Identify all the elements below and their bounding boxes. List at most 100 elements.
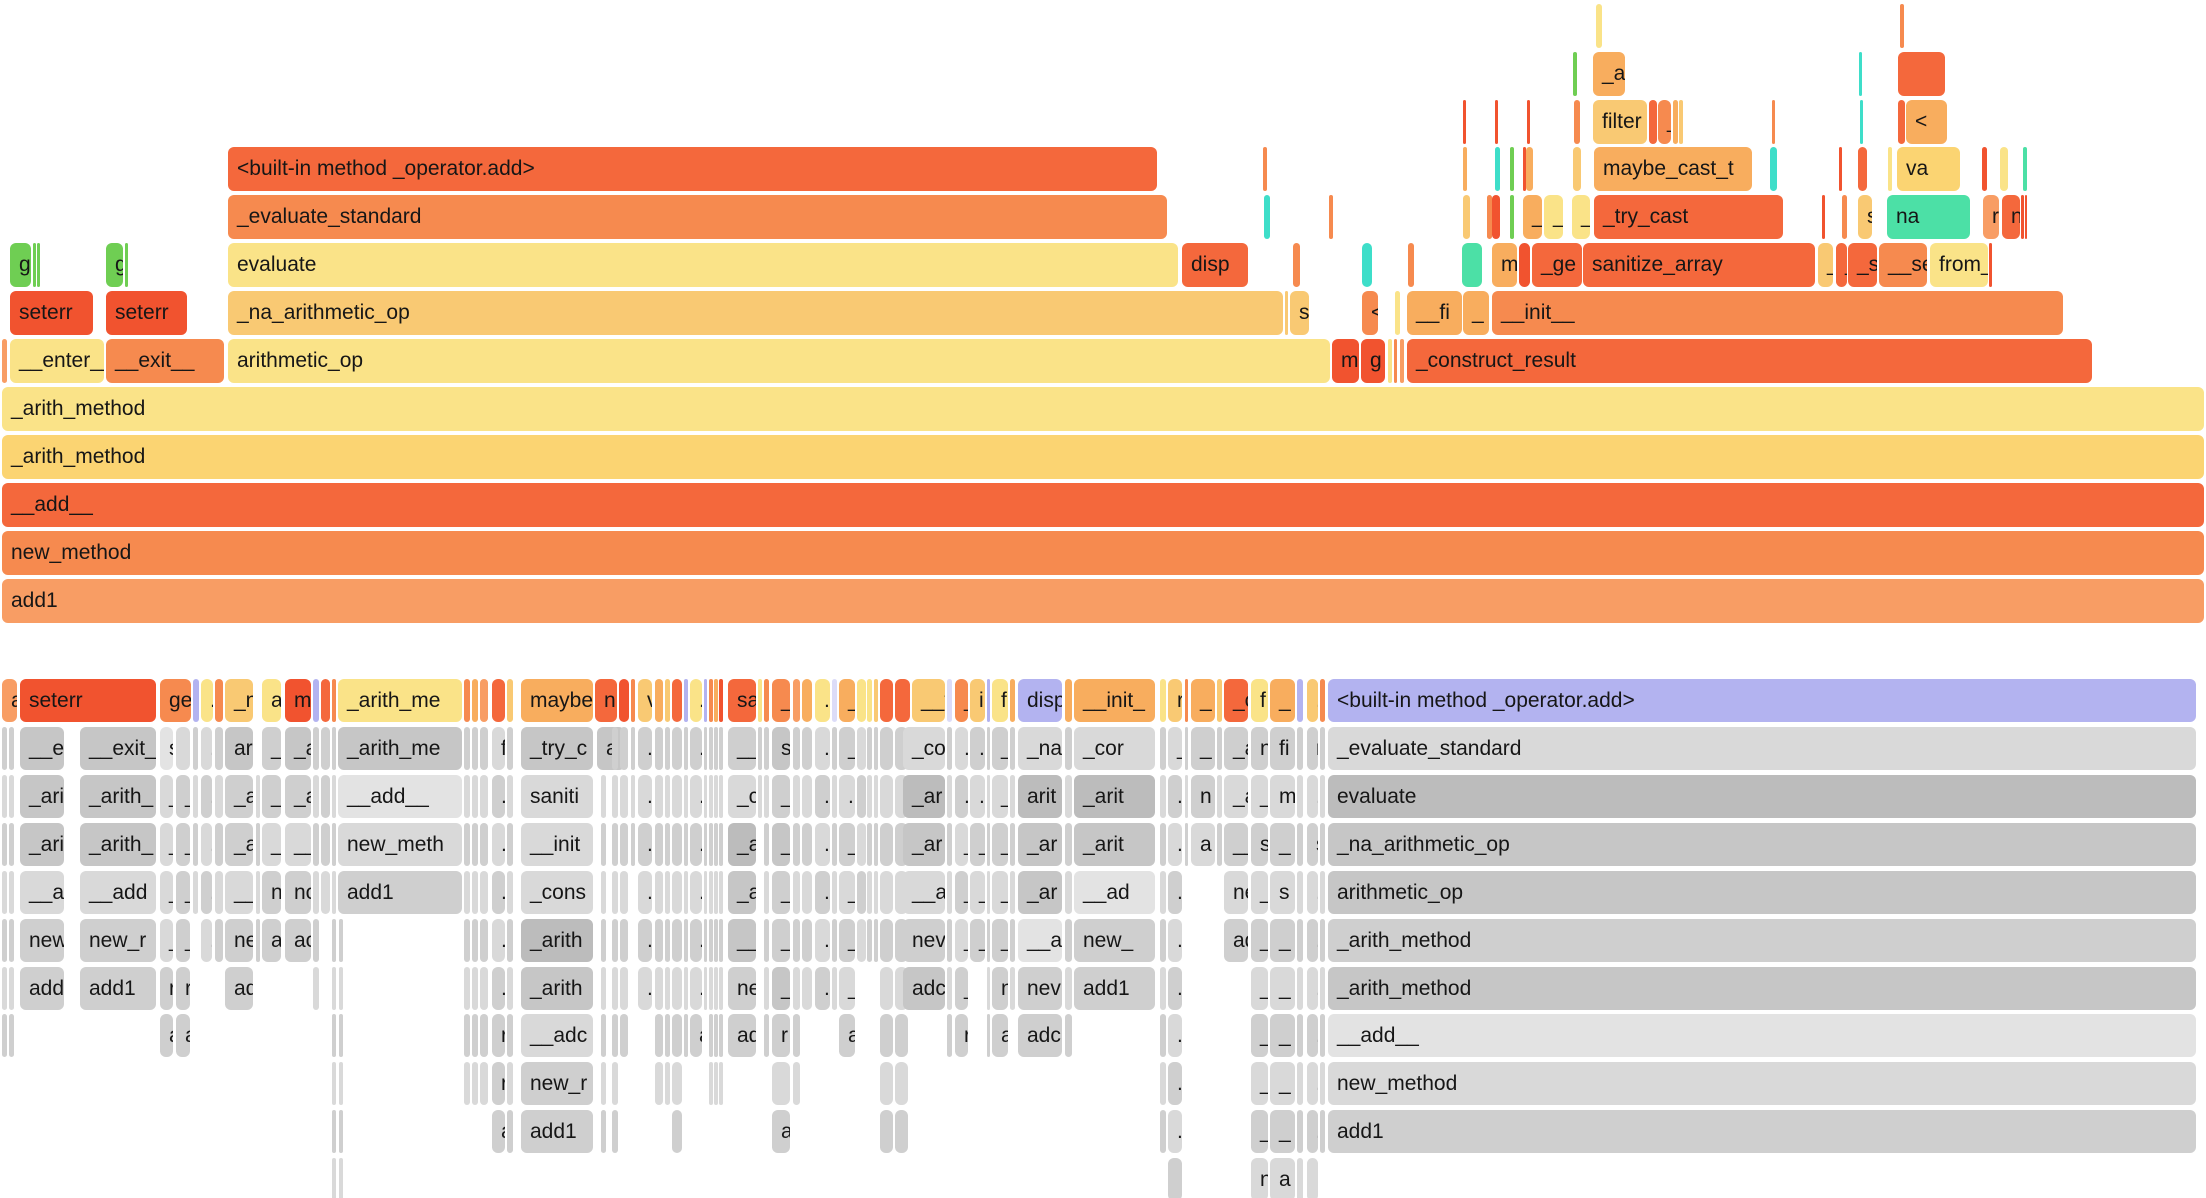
caller-frame[interactable] [764, 727, 769, 770]
flame-frame[interactable]: _ [1658, 100, 1671, 144]
caller-frame[interactable]: r [321, 727, 330, 770]
caller-frame[interactable] [2, 1014, 7, 1057]
leaf-frame[interactable] [1297, 679, 1303, 722]
caller-frame[interactable]: _a [728, 823, 756, 866]
caller-frame[interactable]: _ [262, 823, 281, 866]
caller-frame[interactable]: . [1307, 1110, 1318, 1153]
caller-frame[interactable]: _ [970, 823, 985, 866]
caller-frame[interactable]: __add__ [338, 775, 462, 818]
caller-frame[interactable] [464, 1014, 470, 1057]
caller-frame[interactable] [1297, 727, 1303, 770]
caller-frame[interactable] [1160, 775, 1166, 818]
flame-frame[interactable] [1329, 195, 1333, 239]
flame-frame[interactable]: _construct_result [1407, 339, 2092, 383]
caller-frame[interactable] [507, 1014, 513, 1057]
caller-frame[interactable]: _ar [1018, 871, 1062, 914]
caller-frame[interactable] [719, 1014, 723, 1057]
leaf-frame[interactable] [665, 679, 670, 722]
caller-frame[interactable]: _ar [903, 775, 945, 818]
flame-frame[interactable]: _ [1544, 195, 1563, 239]
caller-frame[interactable] [709, 967, 713, 1010]
caller-frame[interactable] [612, 871, 618, 914]
leaf-frame[interactable] [867, 679, 872, 722]
caller-frame[interactable] [987, 775, 990, 818]
caller-frame[interactable]: . [857, 823, 866, 866]
caller-frame[interactable]: nev [1018, 967, 1062, 1010]
caller-frame[interactable] [1065, 871, 1072, 914]
caller-frame[interactable]: _ [839, 967, 855, 1010]
caller-frame[interactable]: __a [1018, 919, 1062, 962]
caller-frame[interactable] [1065, 919, 1072, 962]
caller-frame[interactable] [1065, 775, 1072, 818]
leaf-frame[interactable]: a [2, 679, 17, 722]
flame-frame[interactable]: m [1492, 243, 1517, 287]
caller-frame[interactable] [313, 967, 319, 1010]
caller-frame[interactable] [2, 727, 7, 770]
flame-frame[interactable]: <built-in method _operator.add> [228, 147, 1157, 191]
leaf-frame[interactable]: f [992, 679, 1008, 722]
caller-frame[interactable]: . [857, 775, 866, 818]
caller-frame[interactable] [1320, 1110, 1325, 1153]
caller-frame[interactable] [874, 775, 878, 818]
caller-frame[interactable] [507, 871, 513, 914]
flame-frame[interactable]: __init__ [1492, 291, 2063, 335]
caller-frame[interactable] [612, 919, 618, 962]
caller-frame[interactable]: _ [1251, 1014, 1268, 1057]
leaf-frame[interactable] [313, 679, 319, 722]
leaf-frame[interactable]: maybe [521, 679, 593, 722]
caller-frame[interactable] [339, 1158, 343, 1198]
leaf-frame[interactable] [619, 679, 629, 722]
caller-frame[interactable] [714, 919, 718, 962]
caller-frame[interactable]: a [1191, 823, 1215, 866]
caller-frame[interactable]: n [992, 967, 1008, 1010]
caller-frame[interactable] [719, 919, 723, 962]
caller-frame[interactable]: . [1168, 775, 1182, 818]
caller-frame[interactable]: ne [728, 967, 756, 1010]
caller-frame[interactable]: s [772, 727, 790, 770]
flame-frame[interactable] [1487, 195, 1492, 239]
leaf-frame[interactable] [507, 679, 513, 722]
caller-frame[interactable]: . [1307, 967, 1318, 1010]
caller-frame[interactable] [672, 1014, 682, 1057]
caller-frame[interactable]: __adc [521, 1014, 593, 1057]
caller-frame[interactable] [672, 919, 682, 962]
caller-frame[interactable] [601, 823, 606, 866]
caller-frame[interactable] [256, 823, 260, 866]
leaf-frame[interactable] [1010, 679, 1015, 722]
caller-frame[interactable] [507, 775, 513, 818]
flame-frame[interactable]: maybe_cast_t [1594, 147, 1752, 191]
caller-frame[interactable] [472, 1014, 478, 1057]
caller-frame[interactable] [1217, 727, 1222, 770]
caller-frame[interactable]: _ [955, 823, 968, 866]
caller-frame[interactable] [256, 919, 260, 962]
caller-frame[interactable]: _ [839, 823, 855, 866]
caller-frame[interactable]: _ [1251, 1062, 1268, 1105]
caller-frame[interactable] [665, 823, 670, 866]
caller-frame[interactable] [472, 967, 478, 1010]
caller-frame[interactable]: _ar [903, 823, 945, 866]
caller-frame[interactable]: . [1307, 1062, 1318, 1105]
caller-frame[interactable]: . [815, 919, 830, 962]
flame-frame[interactable] [1395, 291, 1400, 335]
caller-frame[interactable] [1297, 871, 1303, 914]
caller-frame[interactable] [714, 775, 718, 818]
caller-frame[interactable] [672, 727, 682, 770]
leaf-frame[interactable] [987, 679, 990, 722]
caller-frame[interactable] [704, 967, 707, 1010]
flame-frame[interactable] [1596, 4, 1602, 48]
caller-frame[interactable] [480, 823, 488, 866]
caller-frame[interactable] [793, 967, 800, 1010]
caller-frame[interactable]: . [201, 775, 212, 818]
caller-frame[interactable]: m [1270, 775, 1295, 818]
leaf-frame[interactable]: _n [225, 679, 253, 722]
caller-frame[interactable]: _ [1270, 967, 1295, 1010]
flame-frame[interactable]: arithmetic_op [228, 339, 1330, 383]
caller-frame[interactable] [672, 1110, 682, 1153]
caller-frame[interactable] [1160, 1110, 1166, 1153]
caller-frame[interactable] [1320, 871, 1325, 914]
caller-frame[interactable]: _arit [20, 775, 64, 818]
caller-frame[interactable] [684, 727, 688, 770]
leaf-frame[interactable] [480, 679, 488, 722]
caller-frame[interactable] [1297, 1110, 1303, 1153]
caller-frame[interactable] [1168, 1158, 1182, 1198]
